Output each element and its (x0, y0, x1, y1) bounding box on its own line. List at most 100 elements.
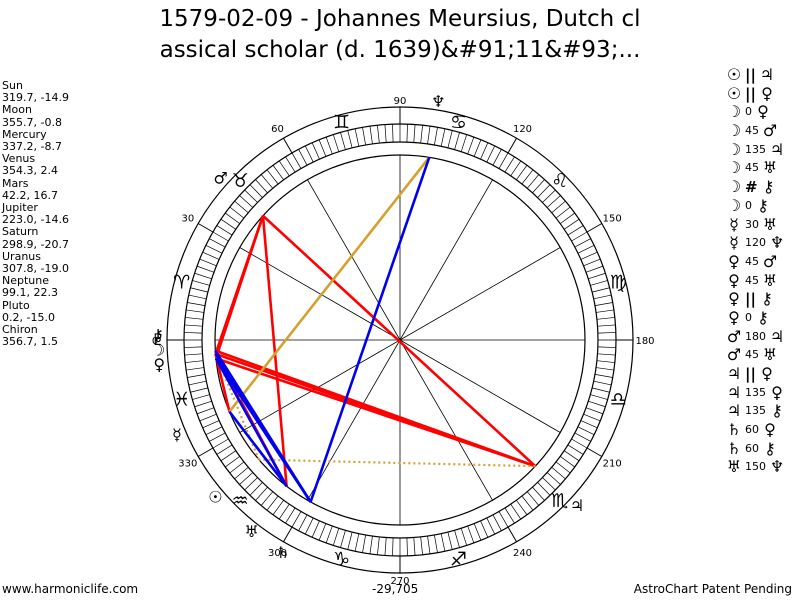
degree-label: 90 (394, 96, 407, 107)
planet-position-list: Sun 319.7, -14.9 Moon 355.7, -0.8 Mercury 337… (2, 79, 69, 348)
degree-tick (340, 132, 346, 150)
aspect-planet-1: ☽ (726, 121, 742, 141)
cancer-sign: ♋ (450, 112, 467, 134)
degree-tick (454, 132, 460, 150)
planet-position: 223.0, -14.6 (2, 213, 69, 227)
aspect-planet-1: ☉ (726, 65, 742, 84)
planet-name: Pluto (2, 298, 30, 312)
chart-title: 1579-02-09 - Johannes Meursius, Dutch cl… (0, 4, 800, 66)
degree-tick (532, 486, 545, 501)
degree-tick (205, 426, 223, 436)
planet-name: Jupiter (2, 201, 38, 215)
wheel-spokes (215, 155, 585, 525)
aspect-row: ☿ 120 ♆ (726, 233, 785, 253)
degree-tick (192, 280, 210, 286)
aspect-planet-1: ♀ (728, 289, 740, 309)
aspect-planet-2: ♀ (761, 364, 773, 383)
degree-tick (460, 528, 468, 546)
degree-tick (196, 265, 215, 273)
aspect-type: || (745, 84, 756, 103)
degree-tick (480, 520, 489, 538)
venus-glyph: ♀ (153, 355, 165, 374)
degree-tick (225, 212, 241, 224)
degree-tick (192, 394, 210, 400)
aspect-type: 60 (745, 423, 759, 437)
degree-tick (492, 149, 502, 166)
spoke-line (399, 339, 493, 501)
planet-name: Moon (2, 103, 32, 117)
aspect-planet-1: ☽ (726, 158, 742, 178)
aspect-planet-2: ♀ (764, 420, 776, 440)
degree-tick (504, 156, 515, 173)
degree-label: 120 (513, 124, 532, 135)
aspect-row: ☿ 30 ♅ (726, 215, 785, 235)
degree-tick (597, 332, 616, 334)
degree-tick (516, 499, 528, 515)
sagittarius-sign: ♐ (450, 548, 467, 570)
spoke-line (399, 247, 561, 341)
degree-tick (199, 258, 217, 267)
aspect-type: 0 (745, 105, 752, 119)
degree-tick (278, 503, 290, 520)
degree-tick (347, 130, 353, 148)
aspect-row: ♄ 60 ♀ (726, 420, 785, 440)
degree-tick (184, 324, 203, 327)
degree-tick (272, 165, 284, 181)
degree-tick (546, 195, 561, 208)
degree-tick (480, 142, 489, 160)
degree-tick (440, 128, 446, 147)
aspect-row: ♃ 135 ♀ (726, 382, 785, 403)
aspect-line (261, 215, 288, 487)
sign-boundary (283, 526, 293, 543)
leo-sign: ♌ (551, 170, 568, 192)
sign-boundary (197, 447, 214, 457)
degree-tick (454, 530, 460, 548)
degree-tick (593, 294, 612, 300)
aspect-type: 135 (745, 385, 766, 399)
aspect-row: ♀ 45 ♂ (726, 252, 785, 272)
aspect-type: || (745, 365, 756, 383)
degree-tick (354, 128, 360, 147)
site-link[interactable]: www.harmoniclife.com (2, 582, 139, 596)
chart-number: -29,705 (372, 582, 419, 596)
aspect-type: 45 (745, 254, 759, 268)
aspect-planet-2: ⚷ (761, 289, 773, 309)
aspect-planet-1: ♃ (726, 382, 742, 402)
aspect-row: ☽ 45 ♅ (726, 159, 785, 178)
degree-tick (202, 251, 220, 260)
degree-label: 240 (513, 548, 532, 559)
aspect-type: 120 (745, 236, 766, 250)
zodiac-signs: ♈ ♉ ♊ ♋ ♌ ♍ ♎ ♏ ♐ ♑ ♒ ♓ (173, 112, 627, 571)
degree-tick (585, 407, 604, 415)
degree-tick (249, 184, 263, 198)
capricorn-sign: ♑ (333, 548, 350, 570)
aspect-line (214, 215, 265, 359)
degree-tick (234, 467, 249, 480)
degree-tick (184, 353, 203, 356)
degree-tick (590, 280, 608, 286)
spoke-line (307, 339, 401, 501)
degree-tick (266, 169, 279, 185)
degree-labels: 0 30 60 90 120 150 180 210 240 270 300 330 (152, 96, 655, 587)
aspect-planet-1: ☽ (726, 195, 742, 215)
aspect-type: 60 (745, 441, 759, 455)
aspect-planet-2: ⚷ (762, 177, 775, 197)
planet-name: Chiron (2, 323, 38, 337)
degree-tick (590, 394, 608, 400)
degree-tick (592, 287, 610, 293)
degree-tick (196, 407, 215, 415)
degree-tick (186, 309, 204, 313)
degree-tick (510, 503, 522, 520)
degree-tick (580, 420, 598, 429)
planet-name: Mercury (2, 127, 47, 141)
pisces-sign: ♓ (173, 388, 190, 410)
aspect-row: ☽ 0 ⚷ (726, 195, 785, 216)
degree-tick (592, 387, 610, 393)
aspect-row: ♀ 45 ♅ (726, 271, 785, 291)
degree-tick (504, 507, 515, 524)
degree-tick (486, 145, 496, 163)
degree-tick (420, 125, 423, 144)
degree-tick (185, 317, 204, 320)
aspect-planet-2: ⚷ (757, 195, 769, 215)
degree-tick (563, 450, 580, 462)
